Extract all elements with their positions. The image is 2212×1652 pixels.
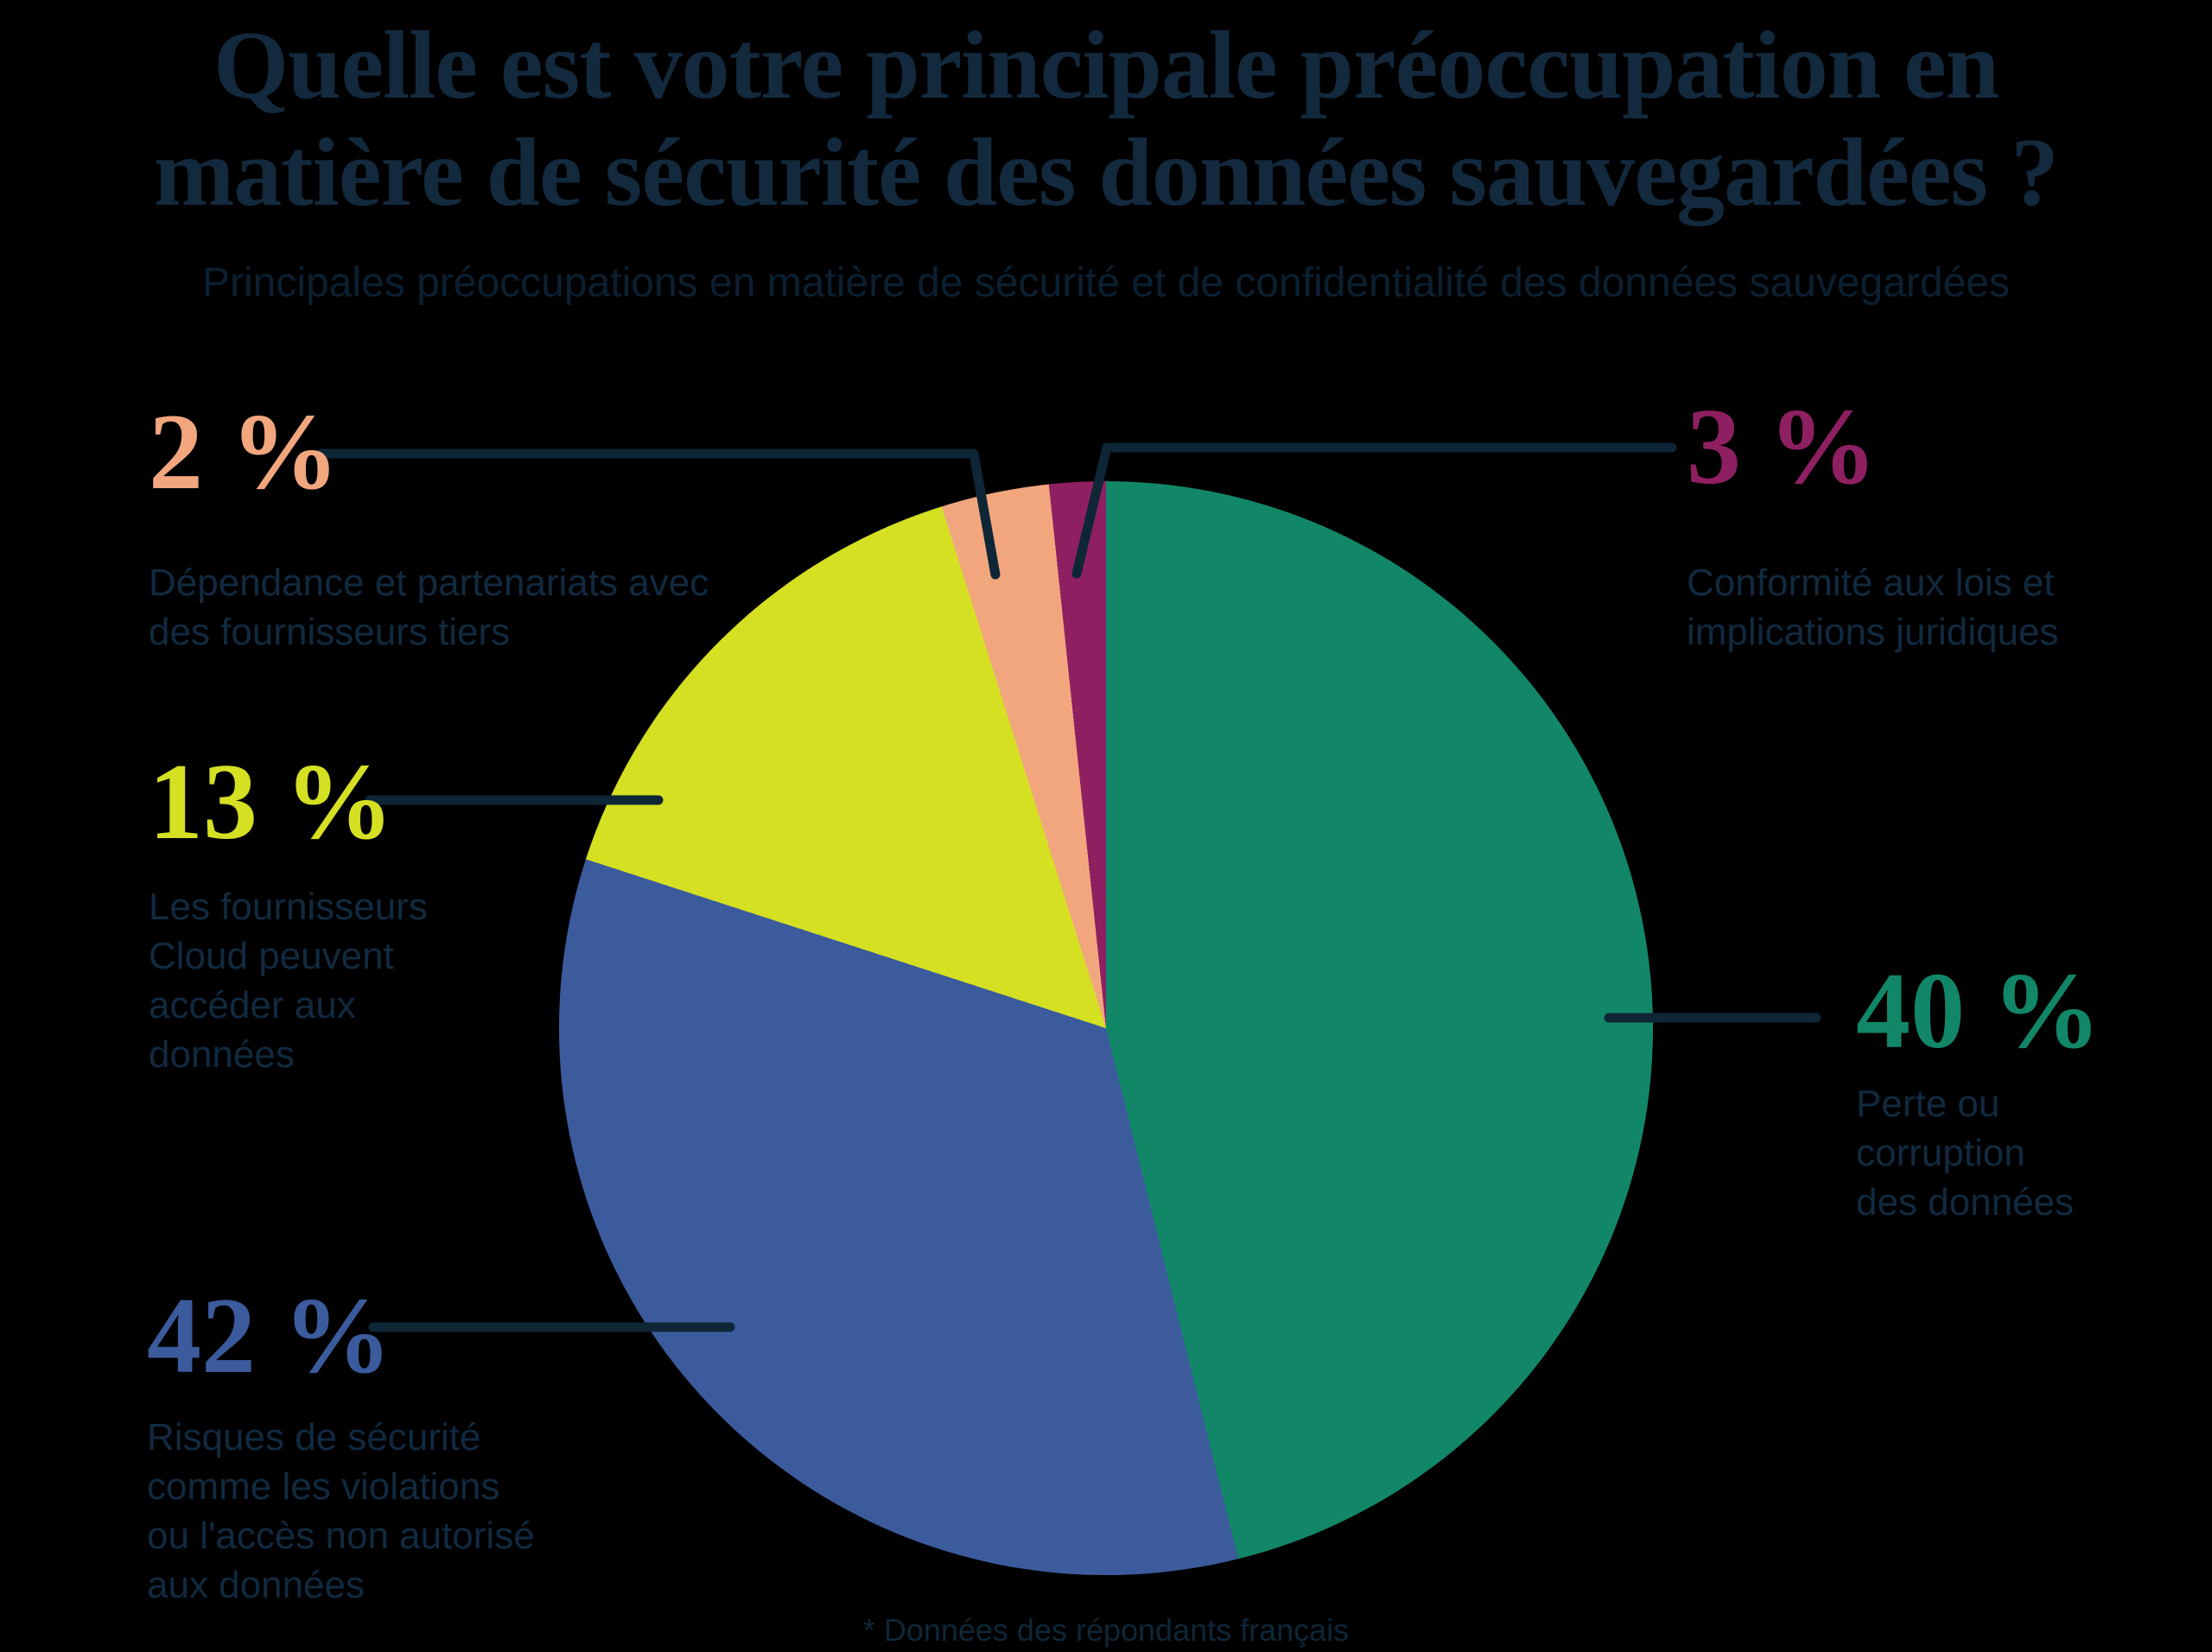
slice-label-3pct: Conformité aux lois et implications juri… — [1687, 562, 2059, 653]
chart-title: Quelle est votre principale préoccupatio… — [0, 12, 2212, 226]
callout-dependance-fournisseurs-tiers: 2 % Dépendance et partenariats avec des … — [149, 392, 709, 654]
slice-label-2pct: Dépendance et partenariats avec des four… — [149, 562, 709, 653]
chart-subtitle: Principales préoccupations en matière de… — [202, 260, 2010, 306]
pct-value-40: 40 % — [1856, 951, 2101, 1071]
pct-value-3: 3 % — [1687, 387, 1878, 507]
pie-chart — [559, 481, 1653, 1575]
pct-value-2: 2 % — [149, 392, 340, 512]
callout-conformite-lois: 3 % Conformité aux lois et implications … — [1687, 387, 2058, 654]
slice-label-42pct: Risques de sécurité comme les violations… — [147, 1416, 535, 1606]
callout-fournisseurs-cloud: 13 % Les fournisseurs Cloud peuvent accé… — [149, 742, 428, 1077]
slice-label-40pct: Perte ou corruption des données — [1856, 1083, 2074, 1223]
slice-label-13pct: Les fournisseurs Cloud peuvent accéder a… — [149, 886, 428, 1076]
pct-value-13: 13 % — [149, 742, 394, 862]
pct-value-42: 42 % — [147, 1276, 392, 1396]
footnote: * Données des répondants français — [862, 1612, 1350, 1648]
callout-risques-securite: 42 % Risques de sécurité comme les viola… — [147, 1276, 535, 1607]
chart-title-line-1: Quelle est votre principale préoccupatio… — [213, 12, 1999, 119]
chart-title-line-2: matière de sécurité des données sauvegar… — [153, 119, 2059, 226]
callout-perte-corruption: 40 % Perte ou corruption des données — [1856, 951, 2101, 1224]
